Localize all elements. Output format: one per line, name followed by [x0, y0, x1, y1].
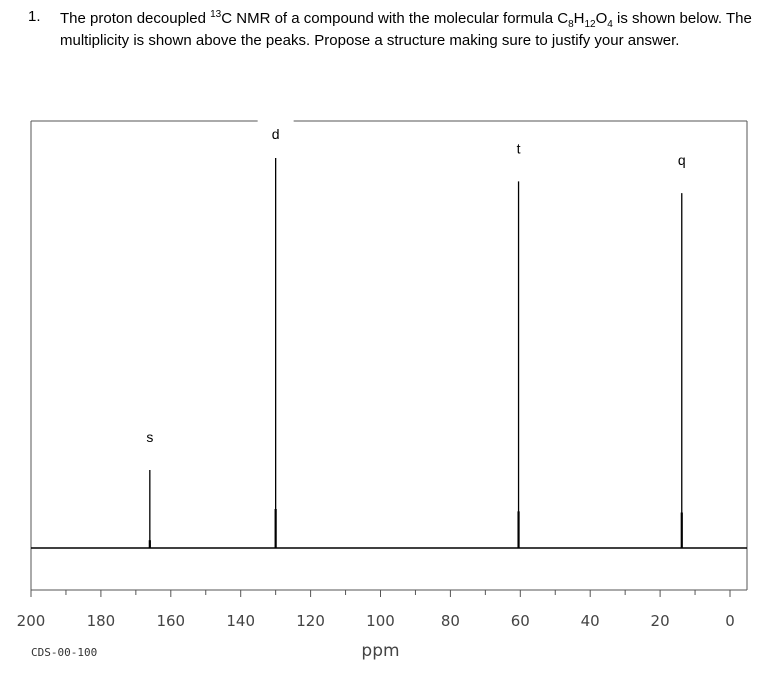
hydrogen-symbol: H	[573, 10, 585, 27]
x-tick-label: 80	[441, 612, 460, 630]
x-tick-label: 0	[725, 612, 735, 630]
question-text-part3: is shown below. The multiplicity is show…	[60, 10, 752, 49]
x-tick-label: 100	[366, 612, 395, 630]
multiplicity-label: s	[146, 429, 153, 445]
x-axis-label: ppm	[361, 641, 399, 661]
spectrum-code: CDS-00-100	[31, 646, 97, 659]
x-tick-label: 40	[581, 612, 600, 630]
isotope-mass: 13	[210, 9, 222, 20]
question-text: The proton decoupled 13C NMR of a compou…	[60, 8, 770, 52]
question-text-part2: C NMR of a compound with the molecular f…	[221, 10, 569, 27]
x-tick-label: 140	[226, 612, 255, 630]
multiplicity-label: d	[272, 126, 280, 142]
x-tick-label: 20	[651, 612, 670, 630]
question-number: 1.	[28, 8, 41, 25]
carbon-count: 8	[568, 19, 574, 30]
x-tick-label: 120	[296, 612, 325, 630]
oxygen-count: 4	[607, 19, 613, 30]
x-tick-label: 180	[87, 612, 116, 630]
x-tick-label: 200	[17, 612, 46, 630]
x-tick-label: 60	[511, 612, 530, 630]
multiplicity-label: t	[517, 140, 521, 156]
x-tick-label: 160	[156, 612, 185, 630]
hydrogen-count: 12	[584, 19, 596, 30]
question-text-part1: The proton decoupled	[60, 10, 211, 27]
oxygen-symbol: O	[595, 10, 608, 27]
multiplicity-label: q	[678, 152, 686, 168]
